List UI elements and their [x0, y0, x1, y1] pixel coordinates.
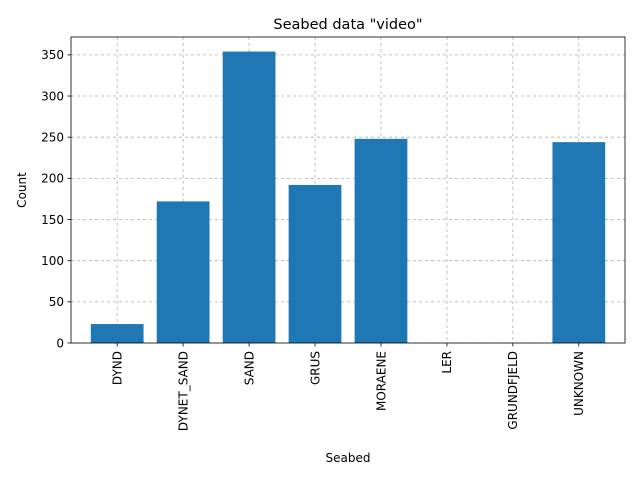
- y-tick-label: 300: [41, 89, 64, 103]
- bars-layer: [90, 51, 606, 343]
- y-tick-label: 200: [41, 172, 64, 186]
- chart-title: Seabed data "video": [273, 17, 422, 33]
- bar-unknown: [552, 142, 606, 343]
- y-tick-label: 150: [41, 213, 64, 227]
- x-tick-label: SAND: [242, 351, 256, 385]
- bar-dynd: [90, 324, 144, 343]
- x-tick-label: MORAENE: [374, 351, 388, 411]
- bar-dynet_sand: [156, 201, 210, 343]
- bar-grus: [288, 184, 342, 343]
- y-tick-label: 50: [49, 295, 64, 309]
- x-tick-label: GRUS: [308, 351, 322, 385]
- x-tick-label: UNKNOWN: [572, 351, 586, 416]
- x-tick-label: GRUNDFJELD: [506, 351, 520, 430]
- x-tick-label: LER: [440, 351, 454, 374]
- x-tick-label: DYND: [110, 351, 124, 385]
- y-tick-label: 0: [56, 336, 64, 350]
- x-axis: DYND DYNET_SAND SAND GRUS MORAENE LER GRUNDFJE…: [110, 343, 586, 431]
- y-tick-label: 100: [41, 254, 64, 268]
- bar-sand: [222, 51, 276, 343]
- y-axis-label: Count: [15, 172, 29, 208]
- bar-moraene: [354, 138, 408, 343]
- y-tick-label: 250: [41, 130, 64, 144]
- y-tick-label: 350: [41, 48, 64, 62]
- grid-layer: [71, 37, 625, 344]
- plot-area-frame: [70, 36, 626, 344]
- x-axis-label: Seabed: [326, 451, 371, 465]
- y-axis: 0 50 100 150 200 250 300 350: [41, 48, 71, 350]
- x-tick-label: DYNET_SAND: [176, 351, 190, 431]
